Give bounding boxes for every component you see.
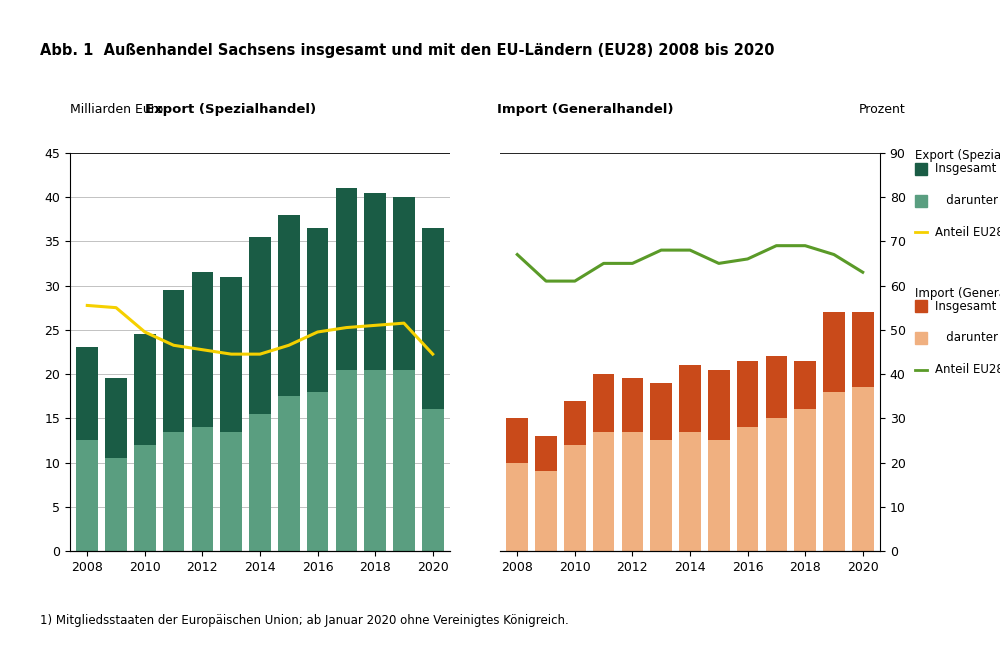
- Bar: [823, 392, 845, 551]
- Bar: [535, 471, 557, 551]
- Text: Abb. 1  Außenhandel Sachsens insgesamt und mit den EU-Ländern (EU28) 2008 bis 20: Abb. 1 Außenhandel Sachsens insgesamt un…: [40, 43, 774, 58]
- Bar: [679, 365, 701, 432]
- Bar: [564, 400, 586, 445]
- Bar: [852, 387, 874, 551]
- Bar: [708, 370, 730, 440]
- Bar: [506, 418, 528, 463]
- Bar: [708, 440, 730, 551]
- Text: Export (Spezialhandel): Export (Spezialhandel): [915, 149, 1000, 163]
- Bar: [737, 361, 758, 427]
- Bar: [336, 188, 357, 370]
- Bar: [105, 378, 127, 458]
- Bar: [737, 427, 758, 551]
- Text: Insgesamt (Insg.): Insgesamt (Insg.): [935, 299, 1000, 313]
- Text: darunter EU28¹): darunter EU28¹): [935, 194, 1000, 207]
- Bar: [766, 357, 787, 418]
- Bar: [163, 290, 184, 432]
- Bar: [134, 445, 156, 551]
- Bar: [794, 361, 816, 410]
- Bar: [794, 410, 816, 551]
- Bar: [220, 277, 242, 432]
- Bar: [422, 228, 444, 410]
- Bar: [852, 312, 874, 387]
- Text: Export (Spezialhandel): Export (Spezialhandel): [145, 103, 316, 116]
- Bar: [422, 410, 444, 551]
- Bar: [593, 432, 614, 551]
- Bar: [622, 378, 643, 432]
- Bar: [278, 214, 300, 396]
- Bar: [679, 432, 701, 551]
- Bar: [364, 193, 386, 370]
- Bar: [650, 383, 672, 440]
- Bar: [535, 436, 557, 471]
- Text: Insgesamt (Insg.): Insgesamt (Insg.): [935, 162, 1000, 175]
- Bar: [593, 374, 614, 432]
- Bar: [307, 392, 328, 551]
- Bar: [766, 418, 787, 551]
- Bar: [163, 432, 184, 551]
- Bar: [393, 370, 415, 551]
- Bar: [564, 445, 586, 551]
- Bar: [192, 427, 213, 551]
- Bar: [278, 396, 300, 551]
- Bar: [506, 463, 528, 551]
- Bar: [76, 347, 98, 440]
- Bar: [622, 432, 643, 551]
- Text: Milliarden Euro: Milliarden Euro: [70, 103, 163, 116]
- Text: Prozent: Prozent: [858, 103, 905, 116]
- Text: Import (Generalhandel): Import (Generalhandel): [497, 103, 673, 116]
- Bar: [249, 237, 271, 414]
- Bar: [105, 458, 127, 551]
- Text: Import (Generalhandel): Import (Generalhandel): [915, 287, 1000, 300]
- Text: Anteil EU28¹) an Insg.: Anteil EU28¹) an Insg.: [935, 226, 1000, 239]
- Bar: [364, 370, 386, 551]
- Bar: [336, 370, 357, 551]
- Bar: [307, 228, 328, 392]
- Text: darunter EU28¹): darunter EU28¹): [935, 331, 1000, 345]
- Bar: [393, 197, 415, 370]
- Bar: [650, 440, 672, 551]
- Text: Anteil EU28¹) an Insg.: Anteil EU28¹) an Insg.: [935, 363, 1000, 376]
- Bar: [249, 414, 271, 551]
- Bar: [192, 272, 213, 427]
- Bar: [220, 432, 242, 551]
- Bar: [823, 312, 845, 392]
- Text: 1) Mitgliedsstaaten der Europäischen Union; ab Januar 2020 ohne Vereinigtes Köni: 1) Mitgliedsstaaten der Europäischen Uni…: [40, 614, 569, 627]
- Bar: [134, 334, 156, 445]
- Bar: [76, 440, 98, 551]
